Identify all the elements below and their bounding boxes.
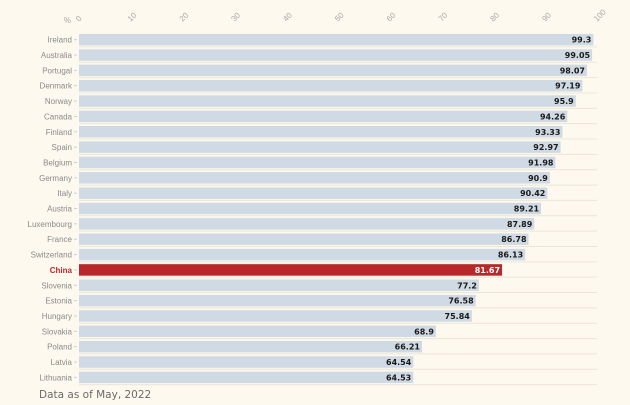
- x-tick-label: 50: [333, 10, 346, 23]
- value-label: 99.3: [572, 36, 592, 45]
- bar: [79, 95, 576, 107]
- category-label: Luxembourg: [28, 220, 72, 229]
- category-label: France: [47, 235, 72, 244]
- category-label: Norway: [45, 97, 72, 106]
- value-label: 81.67: [475, 266, 500, 275]
- category-label: Austria: [47, 205, 72, 214]
- category-label: Switzerland: [31, 251, 72, 260]
- bar: [79, 141, 561, 153]
- value-label: 93.33: [535, 128, 560, 137]
- bar: [79, 126, 563, 138]
- bar: [79, 279, 479, 292]
- category-label: Lithuania: [40, 373, 73, 382]
- value-label: 98.07: [560, 66, 585, 75]
- bar: [79, 294, 476, 307]
- value-label: 99.05: [565, 51, 591, 60]
- category-label: Germany: [39, 174, 72, 183]
- bar: [79, 64, 588, 77]
- bar: [79, 202, 542, 215]
- value-label: 75.84: [445, 312, 471, 321]
- bar: [79, 310, 472, 322]
- value-label: 94.26: [540, 112, 566, 121]
- bar: [79, 325, 436, 338]
- bar: [79, 49, 593, 61]
- value-label: 90.42: [520, 189, 545, 198]
- category-label: Latvia: [51, 358, 73, 367]
- value-label: 91.98: [528, 158, 554, 167]
- category-label: Italy: [57, 189, 72, 198]
- category-label: Slovenia: [41, 281, 72, 290]
- bar: [79, 248, 526, 261]
- category-label: Estonia: [45, 297, 72, 306]
- value-label: 86.78: [501, 235, 527, 244]
- category-label: Canada: [44, 112, 73, 121]
- x-tick-label: 70: [437, 10, 450, 23]
- category-label: Finland: [46, 128, 72, 137]
- bar: [79, 110, 568, 123]
- value-label: 76.58: [448, 297, 474, 306]
- category-label: China: [50, 266, 73, 275]
- x-tick-label: 40: [281, 10, 294, 23]
- category-label: Belgium: [43, 158, 72, 167]
- bar: [79, 218, 535, 230]
- value-label: 86.13: [498, 251, 523, 260]
- x-tick-label: 90: [540, 10, 553, 23]
- value-label: 90.9: [528, 174, 548, 183]
- category-label: Ireland: [48, 36, 72, 45]
- bar: [79, 156, 556, 169]
- category-label: Poland: [47, 343, 72, 352]
- category-label: Denmark: [40, 82, 73, 91]
- value-label: 64.54: [386, 358, 412, 367]
- bar: [79, 33, 594, 46]
- category-label: Australia: [41, 51, 73, 60]
- value-label: 89.21: [514, 205, 540, 214]
- value-label: 95.9: [554, 97, 574, 106]
- bar: [79, 172, 550, 184]
- bar: [79, 371, 414, 384]
- value-label: 97.19: [555, 82, 581, 91]
- value-label: 77.2: [457, 281, 477, 290]
- x-axis-unit-label: %: [64, 16, 71, 25]
- x-tick-label: 20: [178, 10, 191, 23]
- category-label: Hungary: [42, 312, 72, 321]
- bar: [79, 356, 414, 368]
- value-label: 92.97: [533, 143, 558, 152]
- value-label: 64.53: [386, 373, 411, 382]
- category-label: Spain: [52, 143, 72, 152]
- value-label: 68.9: [414, 327, 434, 336]
- x-tick-label: 80: [488, 10, 501, 23]
- value-label: 66.21: [395, 343, 421, 352]
- bar: [79, 187, 548, 199]
- bar: [79, 233, 529, 245]
- x-tick-label: 100: [592, 7, 608, 23]
- x-tick-label: 30: [229, 10, 242, 23]
- x-tick-label: 60: [385, 10, 398, 23]
- bar: [79, 340, 422, 353]
- x-tick-label: 10: [126, 10, 139, 23]
- category-label: Slovakia: [42, 327, 73, 336]
- value-label: 87.89: [507, 220, 533, 229]
- x-tick-label: 0: [74, 14, 84, 24]
- footnote: Data as of May, 2022: [39, 389, 152, 401]
- bar: [79, 79, 583, 92]
- bar-highlight: [79, 264, 503, 276]
- category-label: Portugal: [42, 66, 72, 75]
